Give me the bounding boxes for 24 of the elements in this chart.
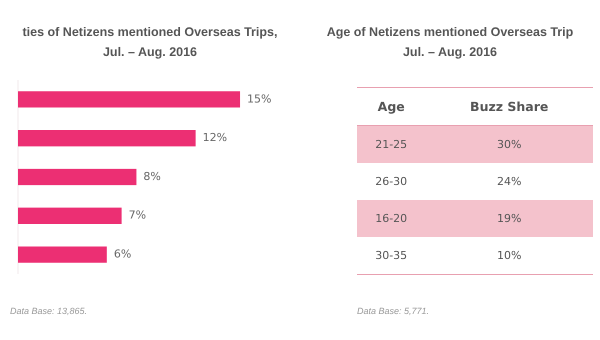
table-row: 26-30 24% xyxy=(357,163,593,200)
data-label: 15% xyxy=(247,92,272,106)
table-row: 30-35 10% xyxy=(357,237,593,274)
category-label: 30-35 xyxy=(374,248,408,264)
text: Jul. – Aug. 2016 xyxy=(402,44,498,61)
category-label: 26-30 xyxy=(374,174,408,190)
chart-title: ties of Netizens mentioned Overseas Trips, xyxy=(22,24,278,41)
data-label: 12% xyxy=(202,131,228,144)
category-label: 16-20 xyxy=(374,211,408,227)
chart-subtitle: Jul. – Aug. 2016 xyxy=(102,44,198,61)
bar xyxy=(18,130,196,146)
data-label: 8% xyxy=(143,170,161,183)
bar xyxy=(18,168,136,186)
text: Age xyxy=(376,98,406,116)
bar xyxy=(18,246,107,263)
data-label: 7% xyxy=(128,208,146,222)
text: Buzz Share xyxy=(469,98,550,116)
text: Age of Netizens mentioned Overseas Trip xyxy=(326,24,574,41)
bar xyxy=(18,91,240,108)
text: Data Base: 13,865. xyxy=(10,306,88,316)
text: Data Base: 5,771. xyxy=(357,306,430,316)
bar xyxy=(18,208,122,224)
data-label: 6% xyxy=(114,247,132,260)
category-label: 21-25 xyxy=(374,137,408,153)
